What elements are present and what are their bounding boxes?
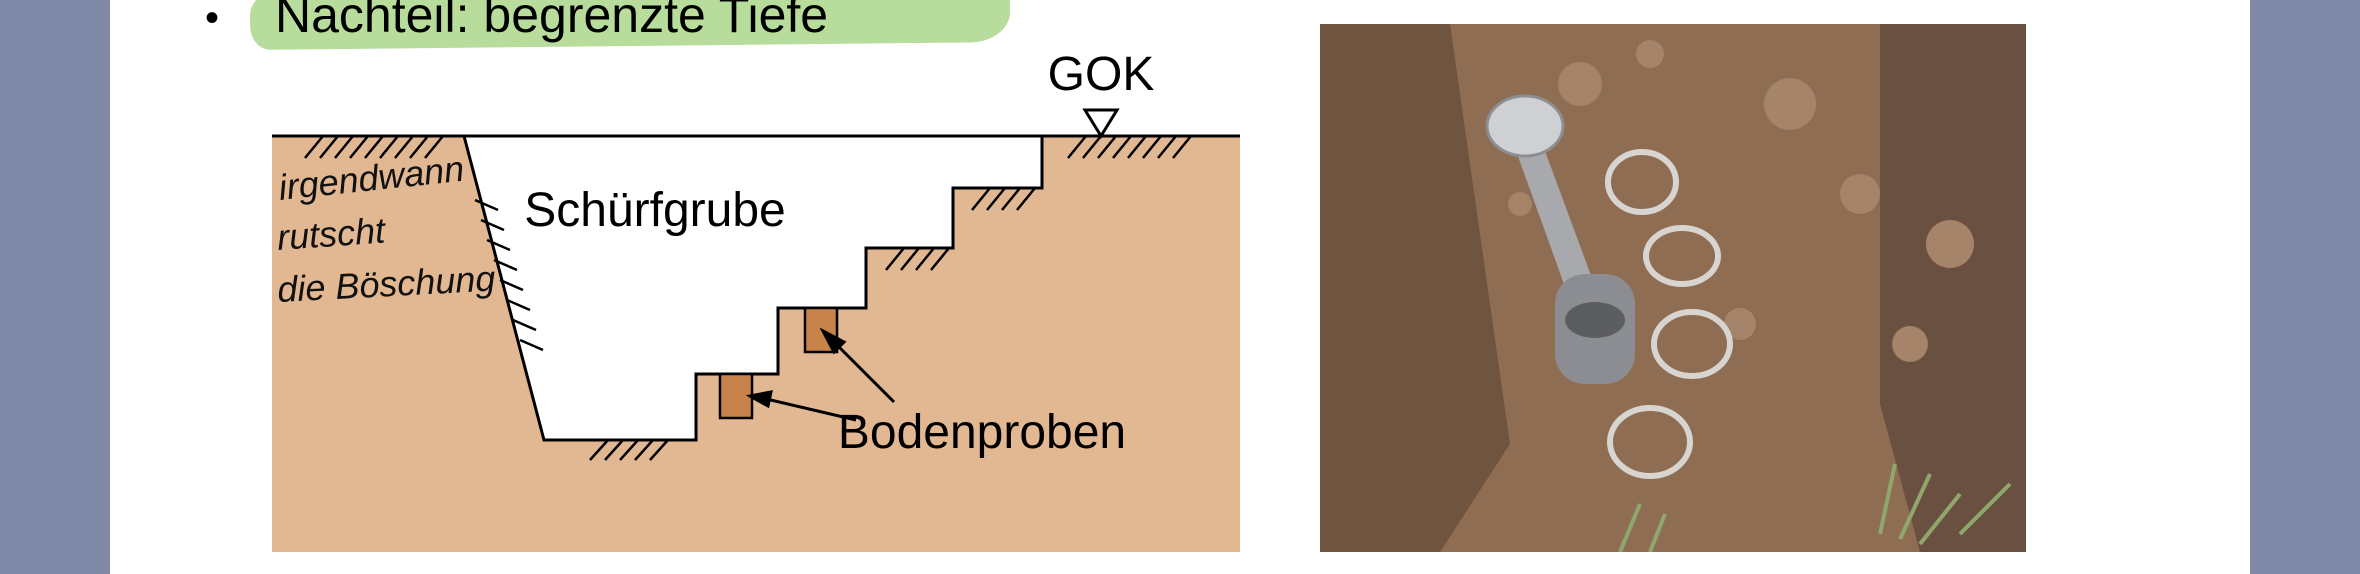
ring-1 xyxy=(1605,149,1679,215)
note-line-2: rutscht xyxy=(276,209,389,258)
hatching xyxy=(304,135,1192,461)
soil-clods xyxy=(1508,40,1974,362)
pit-floor xyxy=(1440,24,1920,552)
ring-4 xyxy=(1607,405,1693,479)
bullet-text: Nachteil: begrenzte Tiefe xyxy=(275,0,829,43)
trial-pit-diagram: GOK Schürfgrube Bodenproben irgendwann r… xyxy=(272,48,1240,552)
slide: • Nachteil: begrenzte Tiefe xyxy=(110,0,2250,574)
gok-label: GOK xyxy=(1048,48,1155,101)
samples-label: Bodenproben xyxy=(838,406,1126,459)
ring-2 xyxy=(1643,225,1721,287)
gok-triangle-icon xyxy=(1082,108,1120,139)
sample-arrows xyxy=(745,327,896,422)
pit-outline xyxy=(462,134,1044,442)
soil-sampling-photo xyxy=(1320,24,2026,552)
sampling-rings xyxy=(1605,149,1733,479)
pit-wall-right xyxy=(1880,24,2026,552)
sampling-tool-icon xyxy=(1485,94,1635,384)
ring-3 xyxy=(1651,309,1733,379)
pit-wall-left xyxy=(1320,24,1510,552)
pit-label: Schürfgrube xyxy=(524,184,786,237)
grass xyxy=(1618,463,2012,552)
bullet-dot: • xyxy=(205,0,220,40)
